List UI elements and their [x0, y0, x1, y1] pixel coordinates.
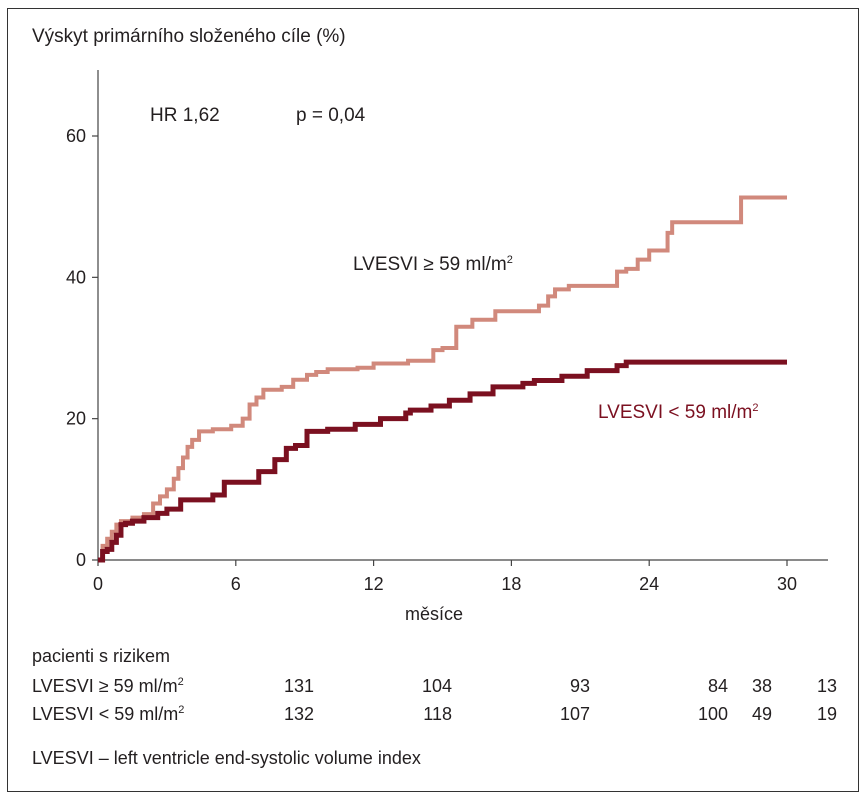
p-value-annotation: p = 0,04 [296, 105, 366, 126]
series-label-low: LVESVI < 59 ml/m2 [598, 402, 758, 423]
x-tick-label: 18 [501, 574, 521, 594]
axes: 0 20 40 60 0 6 12 18 24 30 měsíce [66, 70, 828, 624]
risk-row-label: LVESVI < 59 ml/m2 [32, 704, 185, 724]
x-tick-label: 0 [93, 574, 103, 594]
hr-annotation: HR 1,62 [150, 105, 220, 126]
x-tick-label: 6 [231, 574, 241, 594]
risk-value: 13 [816, 676, 837, 696]
x-tick-label: 24 [639, 574, 659, 594]
risk-table-title: pacienti s rizikem [32, 646, 171, 666]
footnote: LVESVI – left ventricle end-systolic vol… [32, 748, 421, 768]
y-tick-label: 60 [66, 126, 86, 146]
risk-value: 19 [816, 704, 837, 724]
risk-value: 131 [283, 676, 314, 696]
curves [98, 195, 787, 563]
x-tick-label: 30 [777, 574, 797, 594]
series-label-high: LVESVI ≥ 59 ml/m2 [353, 254, 513, 275]
risk-value: 132 [283, 704, 314, 724]
risk-value: 84 [707, 676, 728, 696]
km-chart: 0 20 40 60 0 6 12 18 24 30 měsíce HR 1,62 p = 0,04 L… [66, 70, 828, 624]
figure-frame [7, 8, 859, 792]
y-tick-label: 20 [66, 409, 86, 429]
risk-value: 93 [569, 676, 590, 696]
risk-row-label: LVESVI ≥ 59 ml/m2 [32, 676, 184, 696]
risk-value: 38 [751, 676, 772, 696]
risk-value: 107 [559, 704, 590, 724]
y-axis-label: Výskyt primárního složeného cíle (%) [32, 26, 346, 47]
risk-value: 100 [697, 704, 728, 724]
risk-value: 49 [751, 704, 772, 724]
series-line-high [98, 195, 787, 562]
y-tick-label: 40 [66, 267, 86, 287]
risk-value: 118 [423, 704, 452, 724]
series-line-low [98, 359, 787, 563]
y-tick-label: 0 [76, 550, 86, 570]
x-tick-label: 12 [364, 574, 384, 594]
risk-value: 104 [421, 676, 452, 696]
annotations: HR 1,62 p = 0,04 LVESVI ≥ 59 ml/m2 LVESVI <… [150, 105, 758, 423]
x-axis-label: měsíce [405, 604, 463, 624]
